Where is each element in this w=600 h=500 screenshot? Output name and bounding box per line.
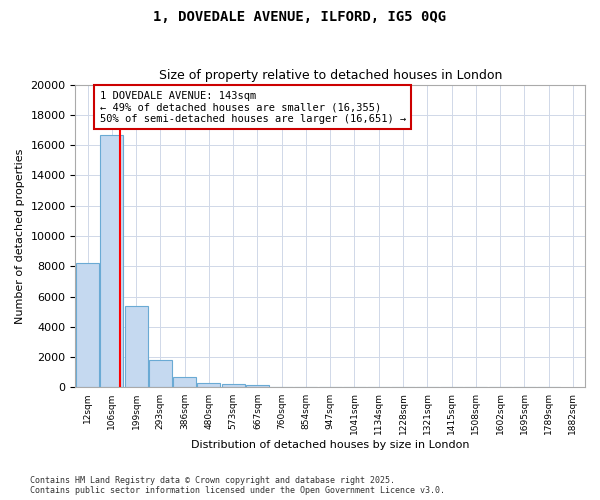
Bar bbox=[100, 134, 124, 388]
Bar bbox=[76, 264, 99, 388]
Bar bbox=[221, 384, 245, 388]
X-axis label: Distribution of detached houses by size in London: Distribution of detached houses by size … bbox=[191, 440, 469, 450]
Bar bbox=[197, 383, 220, 388]
Y-axis label: Number of detached properties: Number of detached properties bbox=[15, 148, 25, 324]
Bar bbox=[149, 360, 172, 388]
Text: 1 DOVEDALE AVENUE: 143sqm
← 49% of detached houses are smaller (16,355)
50% of s: 1 DOVEDALE AVENUE: 143sqm ← 49% of detac… bbox=[100, 90, 406, 124]
Bar bbox=[173, 377, 196, 388]
Bar bbox=[246, 386, 269, 388]
Text: Contains HM Land Registry data © Crown copyright and database right 2025.
Contai: Contains HM Land Registry data © Crown c… bbox=[30, 476, 445, 495]
Bar bbox=[125, 306, 148, 388]
Title: Size of property relative to detached houses in London: Size of property relative to detached ho… bbox=[158, 69, 502, 82]
Text: 1, DOVEDALE AVENUE, ILFORD, IG5 0QG: 1, DOVEDALE AVENUE, ILFORD, IG5 0QG bbox=[154, 10, 446, 24]
